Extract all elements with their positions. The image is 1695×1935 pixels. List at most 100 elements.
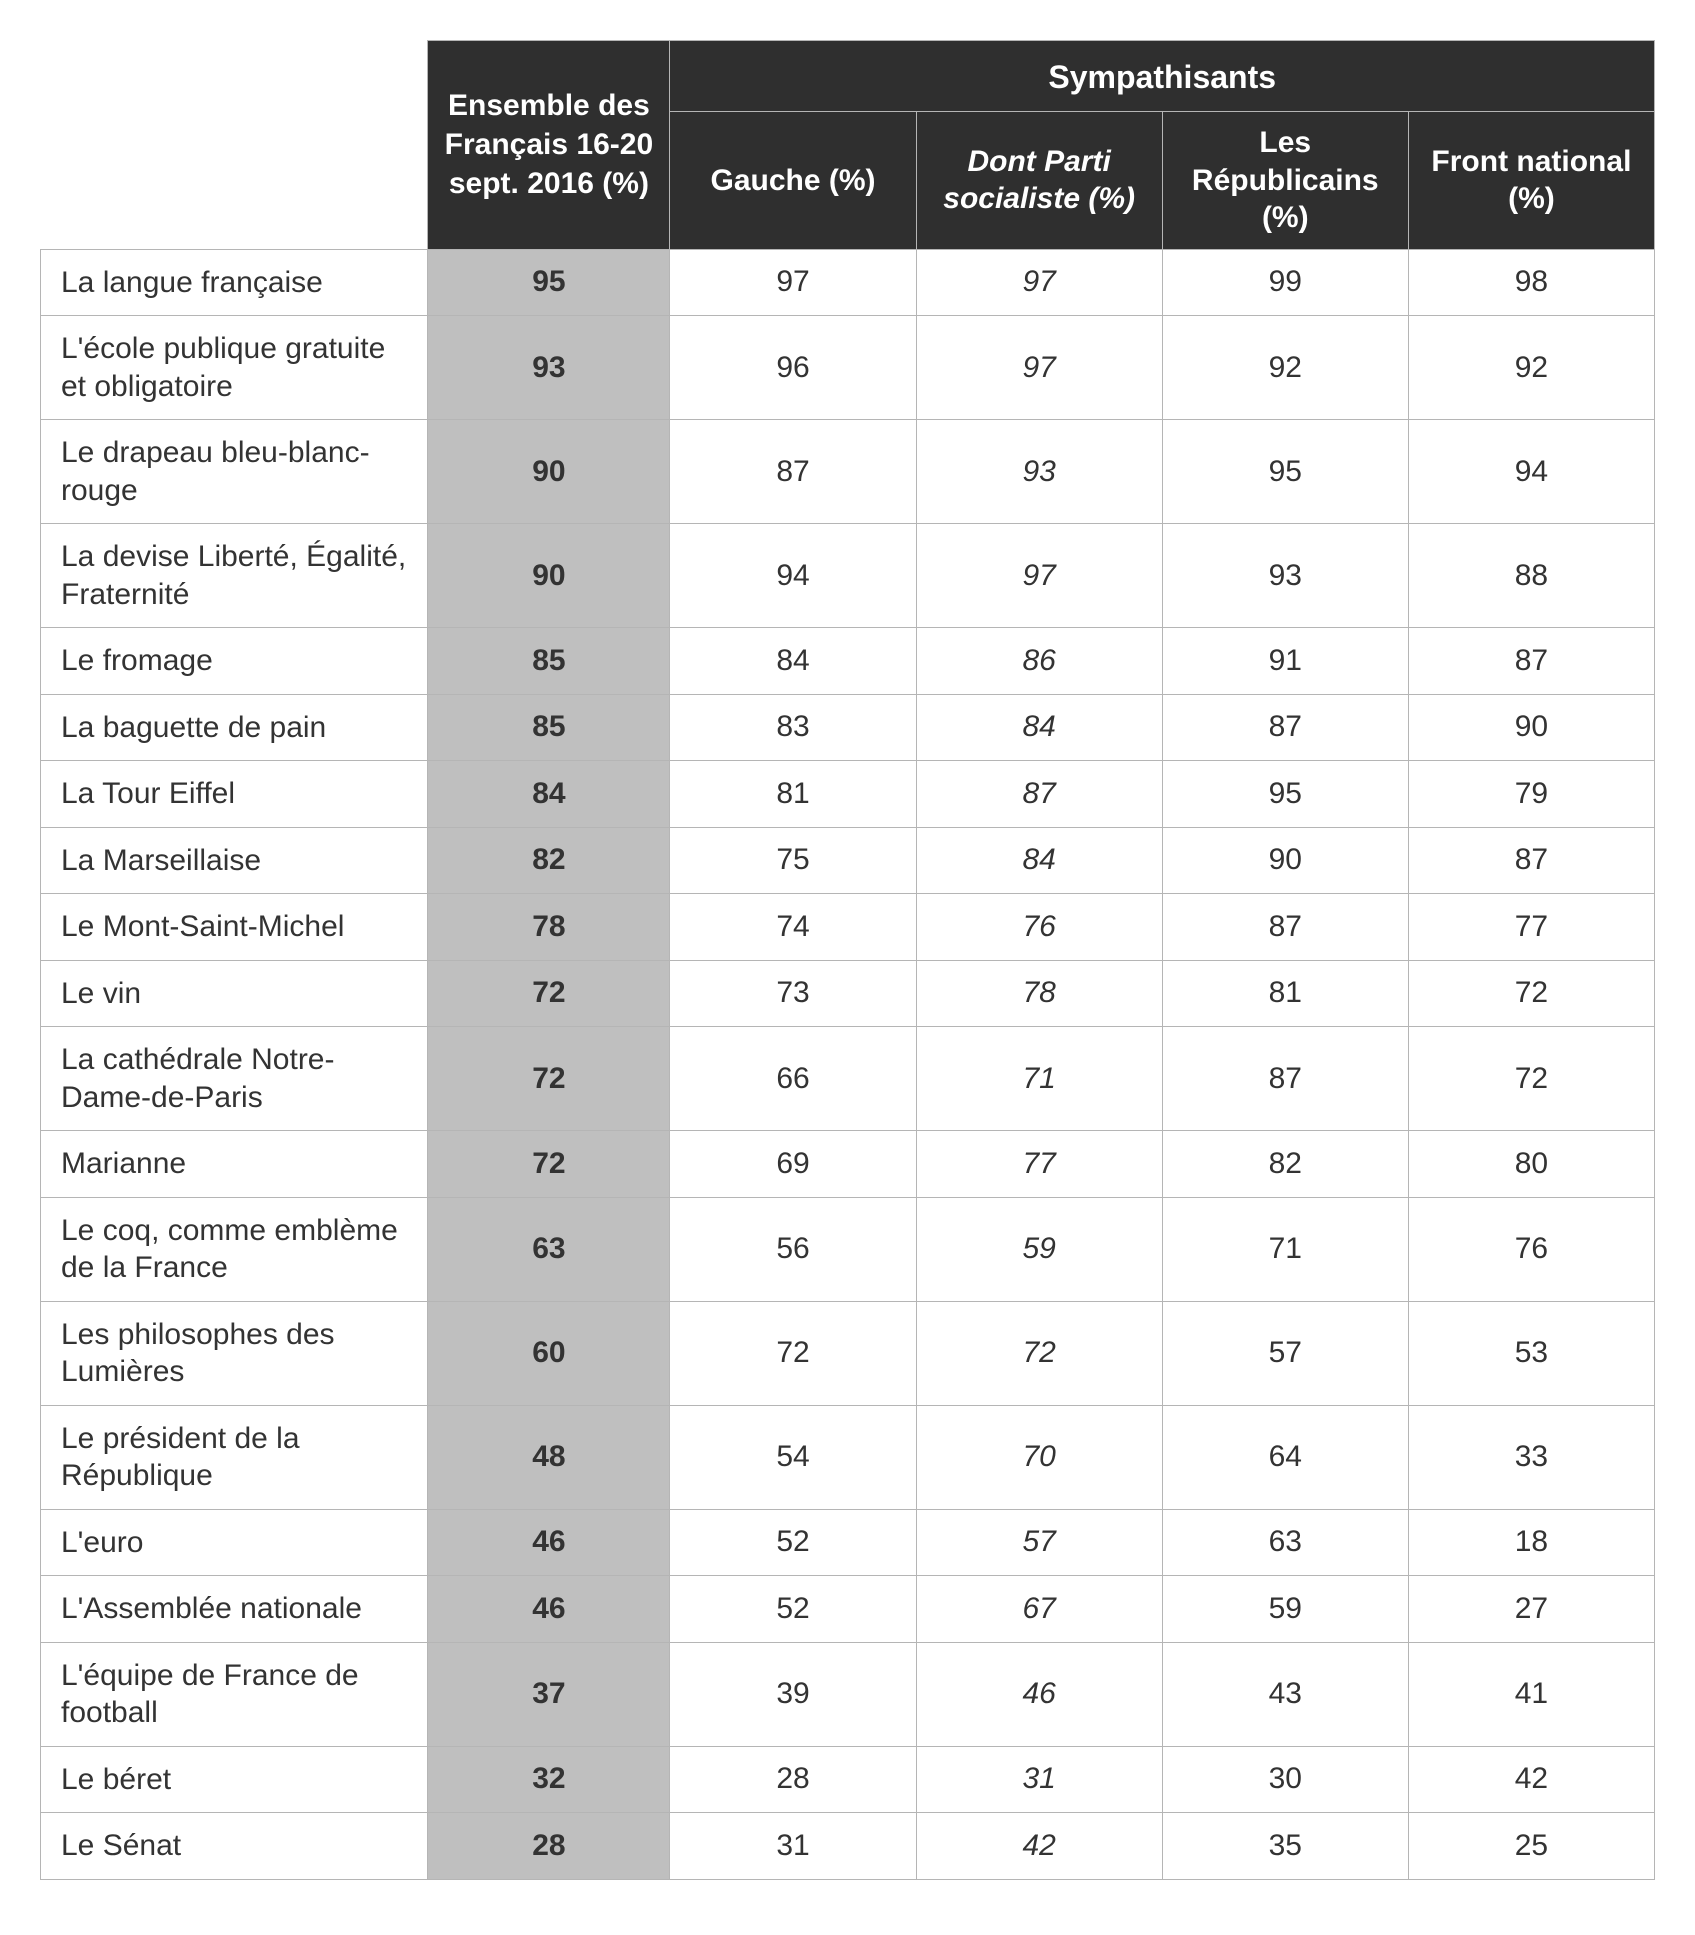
row-value: 92	[1408, 316, 1654, 420]
row-value: 69	[670, 1131, 916, 1198]
table-row: Les philosophes des Lumières6072725753	[41, 1301, 1655, 1405]
row-label: Le vin	[41, 960, 428, 1027]
table-row: Le drapeau bleu-blanc-rouge9087939594	[41, 420, 1655, 524]
row-label: La cathédrale Notre-Dame-de-Paris	[41, 1027, 428, 1131]
row-value: 79	[1408, 761, 1654, 828]
row-value: 33	[1408, 1405, 1654, 1509]
row-value: 97	[916, 524, 1162, 628]
row-value: 56	[670, 1197, 916, 1301]
row-value: 78	[916, 960, 1162, 1027]
row-value: 74	[670, 894, 916, 961]
row-ensemble: 93	[428, 316, 670, 420]
row-value: 42	[1408, 1746, 1654, 1813]
row-label: L'équipe de France de football	[41, 1642, 428, 1746]
row-label: Le Sénat	[41, 1813, 428, 1880]
row-ensemble: 63	[428, 1197, 670, 1301]
row-ensemble: 28	[428, 1813, 670, 1880]
row-label: Le coq, comme emblème de la France	[41, 1197, 428, 1301]
row-value: 72	[916, 1301, 1162, 1405]
row-ensemble: 78	[428, 894, 670, 961]
row-value: 87	[1162, 894, 1408, 961]
row-value: 87	[1408, 628, 1654, 695]
row-value: 81	[670, 761, 916, 828]
row-value: 64	[1162, 1405, 1408, 1509]
row-value: 83	[670, 694, 916, 761]
row-label: La langue française	[41, 249, 428, 316]
row-value: 30	[1162, 1746, 1408, 1813]
row-ensemble: 85	[428, 628, 670, 695]
row-value: 95	[1162, 761, 1408, 828]
table-body: La langue française9597979998L'école pub…	[41, 249, 1655, 1879]
row-ensemble: 72	[428, 960, 670, 1027]
row-ensemble: 46	[428, 1509, 670, 1576]
row-value: 35	[1162, 1813, 1408, 1880]
table-row: La Marseillaise8275849087	[41, 827, 1655, 894]
row-value: 87	[1408, 827, 1654, 894]
row-value: 72	[670, 1301, 916, 1405]
row-value: 28	[670, 1746, 916, 1813]
row-value: 98	[1408, 249, 1654, 316]
row-label: La Tour Eiffel	[41, 761, 428, 828]
row-value: 99	[1162, 249, 1408, 316]
row-value: 84	[916, 827, 1162, 894]
row-value: 84	[670, 628, 916, 695]
row-ensemble: 85	[428, 694, 670, 761]
table-row: L'euro4652576318	[41, 1509, 1655, 1576]
row-value: 75	[670, 827, 916, 894]
row-value: 31	[670, 1813, 916, 1880]
row-value: 80	[1408, 1131, 1654, 1198]
row-label: Le fromage	[41, 628, 428, 695]
row-value: 97	[916, 316, 1162, 420]
row-value: 97	[670, 249, 916, 316]
header-group: Sympathisants	[670, 41, 1655, 112]
table-row: La cathédrale Notre-Dame-de-Paris7266718…	[41, 1027, 1655, 1131]
row-value: 31	[916, 1746, 1162, 1813]
row-value: 96	[670, 316, 916, 420]
row-value: 97	[916, 249, 1162, 316]
header-sub-3: Front national (%)	[1408, 112, 1654, 250]
row-ensemble: 82	[428, 827, 670, 894]
table-row: Le président de la République4854706433	[41, 1405, 1655, 1509]
row-value: 70	[916, 1405, 1162, 1509]
row-label: Marianne	[41, 1131, 428, 1198]
table-row: Le Sénat2831423525	[41, 1813, 1655, 1880]
row-value: 76	[1408, 1197, 1654, 1301]
row-value: 27	[1408, 1576, 1654, 1643]
row-value: 91	[1162, 628, 1408, 695]
row-value: 72	[1408, 1027, 1654, 1131]
row-value: 95	[1162, 420, 1408, 524]
header-sub-0: Gauche (%)	[670, 112, 916, 250]
row-value: 46	[916, 1642, 1162, 1746]
row-value: 52	[670, 1509, 916, 1576]
row-value: 90	[1162, 827, 1408, 894]
row-ensemble: 72	[428, 1131, 670, 1198]
row-value: 88	[1408, 524, 1654, 628]
row-value: 67	[916, 1576, 1162, 1643]
header-sub-2: Les Républicains (%)	[1162, 112, 1408, 250]
table-row: La devise Liberté, Égalité, Fraternité90…	[41, 524, 1655, 628]
row-ensemble: 72	[428, 1027, 670, 1131]
survey-table: Ensemble des Français 16-20 sept. 2016 (…	[40, 40, 1655, 1880]
row-ensemble: 90	[428, 524, 670, 628]
row-ensemble: 48	[428, 1405, 670, 1509]
table-row: Le Mont-Saint-Michel7874768777	[41, 894, 1655, 961]
row-label: Les philosophes des Lumières	[41, 1301, 428, 1405]
row-value: 90	[1408, 694, 1654, 761]
table-row: La langue française9597979998	[41, 249, 1655, 316]
row-ensemble: 60	[428, 1301, 670, 1405]
header-blank	[41, 41, 428, 250]
row-value: 82	[1162, 1131, 1408, 1198]
table-row: Le coq, comme emblème de la France635659…	[41, 1197, 1655, 1301]
row-value: 42	[916, 1813, 1162, 1880]
row-value: 81	[1162, 960, 1408, 1027]
row-value: 25	[1408, 1813, 1654, 1880]
row-value: 59	[916, 1197, 1162, 1301]
row-value: 87	[1162, 1027, 1408, 1131]
row-ensemble: 84	[428, 761, 670, 828]
row-ensemble: 37	[428, 1642, 670, 1746]
row-value: 71	[1162, 1197, 1408, 1301]
row-value: 18	[1408, 1509, 1654, 1576]
header-ensemble: Ensemble des Français 16-20 sept. 2016 (…	[428, 41, 670, 250]
table-row: La baguette de pain8583848790	[41, 694, 1655, 761]
row-value: 57	[1162, 1301, 1408, 1405]
